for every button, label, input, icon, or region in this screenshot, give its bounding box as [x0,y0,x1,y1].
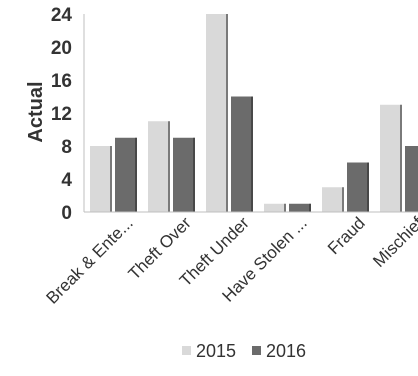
bar-2016-1 [173,137,195,212]
bar-2016-2 [231,96,253,212]
bar-edge-2016-0 [135,137,137,212]
bar-edge-2015-0 [110,146,112,212]
y-axis-label: Actual [25,81,47,142]
x-tick-label-5: Mischief [369,213,418,271]
bar-2015-3 [264,203,286,212]
bar-edge-2015-5 [400,104,402,212]
y-tick-label-5: 20 [51,38,72,59]
bar-2016-3 [289,203,311,212]
bar-edge-2016-1 [193,137,195,212]
bar-edge-2015-4 [342,187,344,212]
legend-label-2016: 2016 [266,341,306,361]
bar-2016-4 [347,162,369,212]
bar-edge-2016-3 [309,203,311,212]
bar-2015-0 [90,146,112,212]
bar-edge-2015-3 [284,203,286,212]
bar-edge-2015-2 [226,14,228,212]
y-tick-label-2: 8 [61,137,72,158]
bar-2015-1 [148,121,170,212]
x-tick-label-4: Fraud [324,213,369,258]
y-tick-label-4: 16 [51,71,72,92]
bar-2015-2 [206,14,228,212]
bar-edge-2015-1 [168,121,170,212]
legend-swatch-2016 [252,346,261,355]
bar-edge-2016-2 [251,96,253,212]
bar-2015-4 [322,187,344,212]
bar-2016-0 [115,137,137,212]
bar-edge-2016-4 [367,162,369,212]
y-tick-label-1: 4 [61,170,72,191]
y-tick-label-3: 12 [51,104,72,125]
y-tick-label-0: 0 [61,203,72,224]
legend-swatch-2015 [182,346,191,355]
x-tick-label-0: Break & Ente... [43,213,137,307]
bar-2015-5 [380,104,402,212]
legend-label-2015: 2015 [196,341,236,361]
y-tick-label-6: 24 [51,5,73,26]
bar-2016-5 [405,146,418,212]
